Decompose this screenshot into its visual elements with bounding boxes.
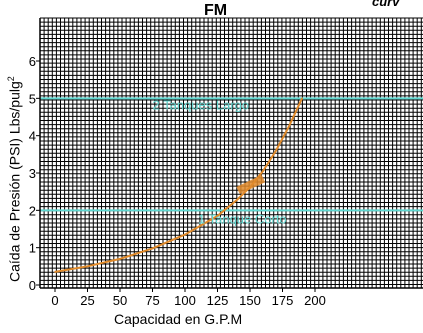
curve-point	[54, 271, 56, 273]
curve-point	[184, 233, 186, 236]
x-tick-label: 50	[113, 293, 127, 308]
y-tick-label: 3	[29, 166, 36, 181]
x-tick-label: 175	[272, 293, 294, 308]
y-tick-label: 4	[29, 129, 36, 144]
curve-point	[86, 265, 89, 268]
x-tick-label: 200	[304, 293, 326, 308]
x-tick-label: 75	[145, 293, 159, 308]
y-tick-label: 6	[29, 54, 36, 69]
chart-title: FM	[204, 2, 228, 19]
y-axis-label-superscript: 2	[6, 76, 16, 82]
grid	[39, 17, 423, 288]
curve-point	[236, 199, 238, 201]
curve-point	[151, 247, 154, 250]
curve-point	[216, 215, 219, 217]
y-tick-label: 1	[29, 241, 36, 256]
curve-point	[301, 97, 303, 100]
curve-point	[275, 149, 277, 152]
y-tick-label: 2	[29, 203, 36, 218]
x-tick-label: 0	[51, 293, 58, 308]
annotation-marker	[236, 175, 266, 195]
x-tick-label: 100	[174, 293, 196, 308]
y-tick-label: 5	[29, 91, 36, 106]
x-tick-label: 25	[80, 293, 94, 308]
x-tick-label: 125	[207, 293, 229, 308]
y-axis-label-text: Caída de Presión (PSI) Lbs/pulg	[6, 81, 23, 282]
x-axis-label: Capacidad en G.P.M	[114, 311, 243, 327]
curve-point	[119, 258, 121, 260]
curve-line	[54, 97, 303, 273]
curve-point	[288, 125, 290, 128]
annotation-label: 1 Tanque Corto	[198, 211, 287, 226]
y-axis-label: Caída de Presión (PSI) Lbs/pulg2	[6, 0, 26, 282]
y-tick-label: 0	[29, 278, 36, 293]
corner-text: curv	[372, 0, 400, 9]
x-tick-label: 150	[239, 293, 261, 308]
annotation-label: 2 Tanques Largo	[153, 98, 250, 113]
curve-point	[262, 170, 264, 172]
